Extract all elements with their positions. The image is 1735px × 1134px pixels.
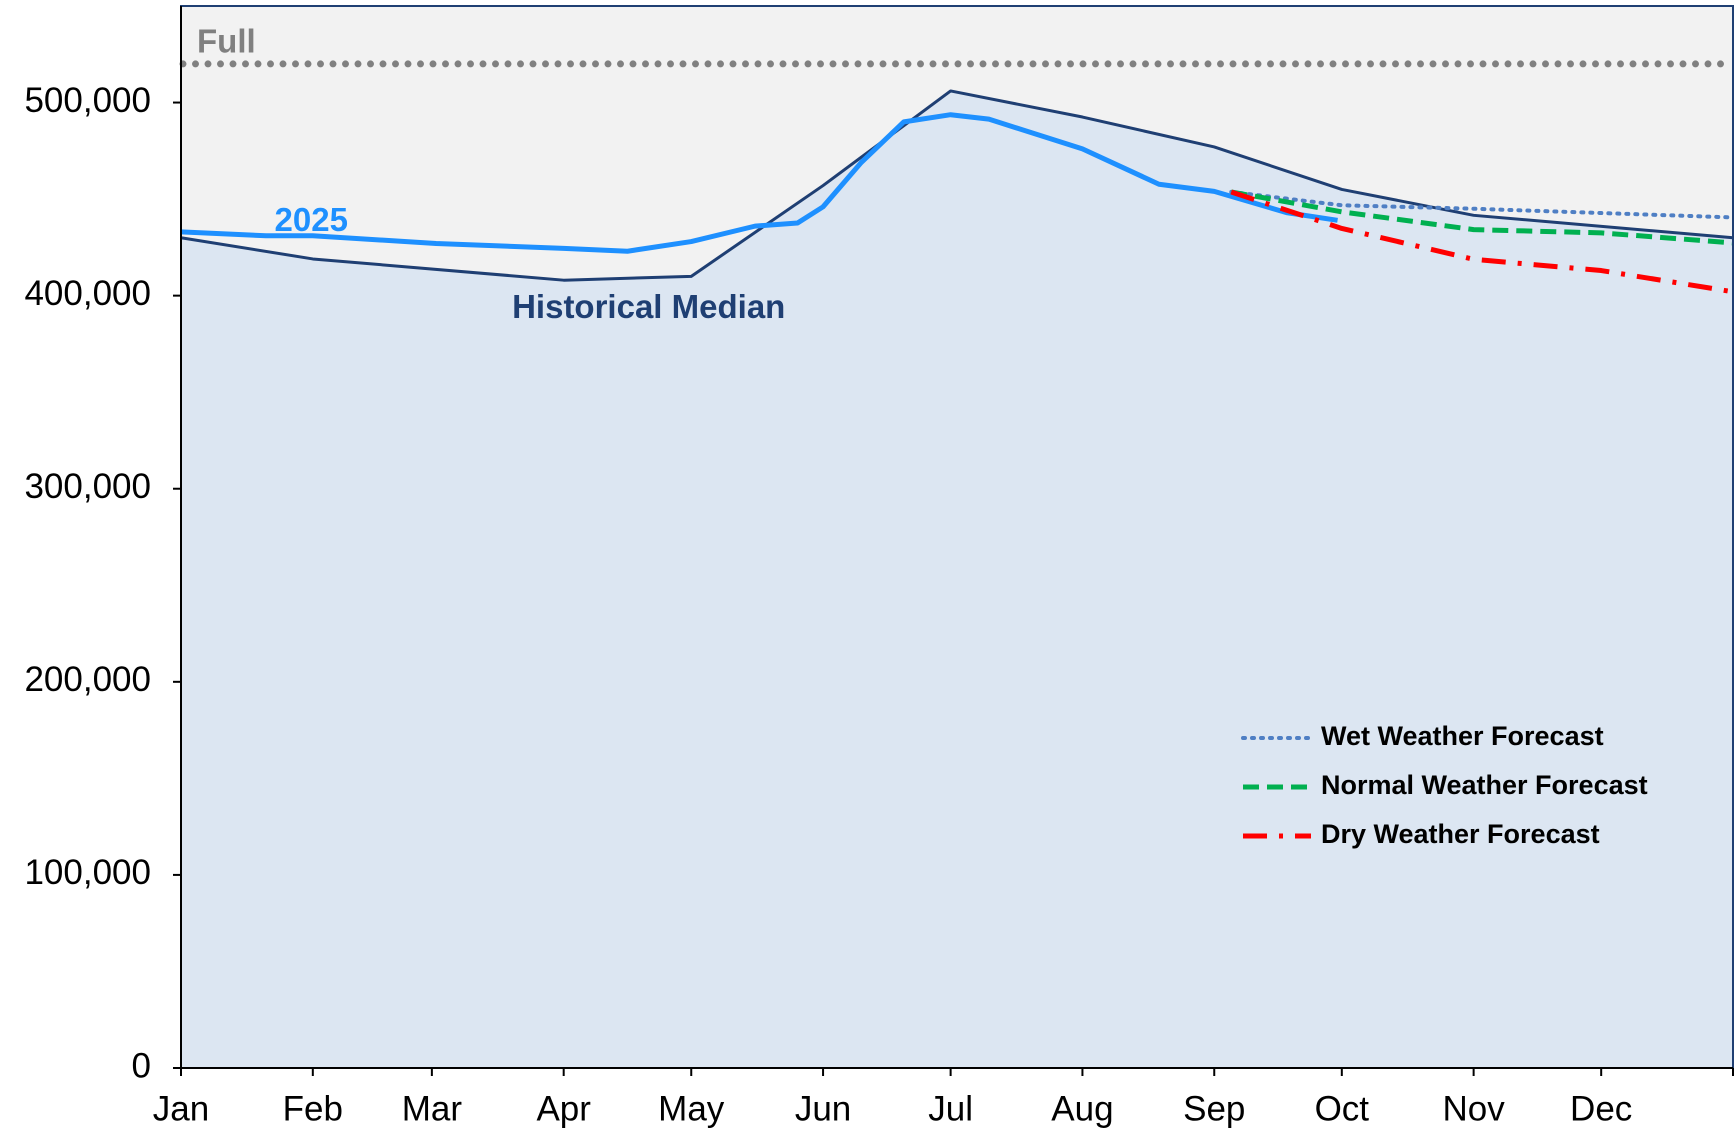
full-label: Full <box>197 23 256 60</box>
line <box>180 112 1338 254</box>
x-tick-label: Aug <box>1051 1089 1113 1128</box>
x-tick-label: Sep <box>1183 1089 1245 1128</box>
series-label: Historical Median <box>512 288 785 325</box>
x-tick-label: Jul <box>928 1089 973 1128</box>
x-tick-label: Oct <box>1315 1089 1370 1128</box>
x-tick-label: Dec <box>1570 1089 1632 1128</box>
line <box>1230 189 1734 295</box>
y-tick-label: 500,000 <box>24 81 151 120</box>
legend-label: Wet Weather Forecast <box>1321 721 1604 751</box>
x-tick-label: Jun <box>795 1089 851 1128</box>
x-tick-label: Mar <box>402 1089 463 1128</box>
legend-label: Dry Weather Forecast <box>1321 819 1600 849</box>
legend-label: Normal Weather Forecast <box>1321 770 1648 800</box>
y-tick-label: 300,000 <box>24 467 151 506</box>
y-tick-label: 200,000 <box>24 660 151 699</box>
y-tick-label: 100,000 <box>24 853 151 892</box>
line <box>1230 189 1734 246</box>
line <box>1229 189 1735 220</box>
x-tick-label: Jan <box>153 1089 209 1128</box>
line <box>180 89 1734 282</box>
x-tick-label: Feb <box>283 1089 343 1128</box>
series-label: 2025 <box>275 201 348 238</box>
area <box>181 90 1733 1068</box>
x-tick-label: Apr <box>536 1089 591 1128</box>
y-tick-label: 0 <box>132 1046 151 1085</box>
x-tick-label: Nov <box>1442 1089 1505 1128</box>
x-tick-label: May <box>658 1089 725 1128</box>
y-tick-label: 400,000 <box>24 274 151 313</box>
